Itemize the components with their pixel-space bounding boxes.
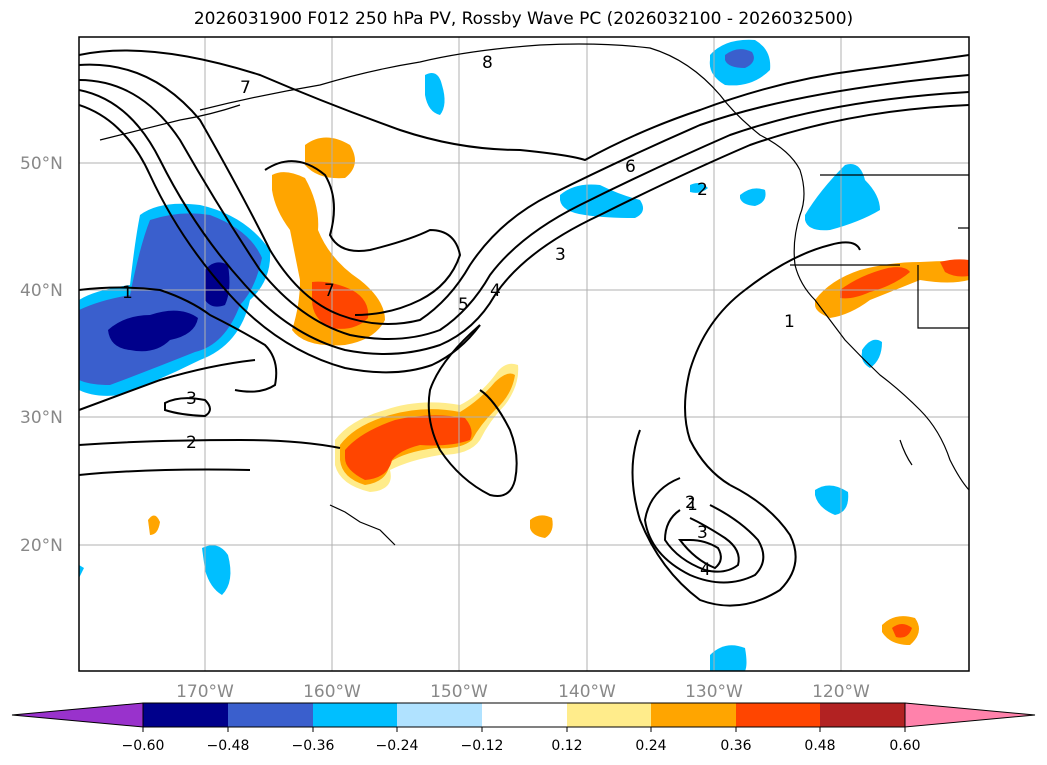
colorbar-bin xyxy=(143,703,228,727)
colorbar-max-extend xyxy=(905,703,1035,727)
contour-label: 7 xyxy=(240,78,251,98)
colorbar-tick: −0.60 xyxy=(122,738,165,754)
colorbar-tick: 0.12 xyxy=(551,738,582,754)
contour-label: 3 xyxy=(555,245,566,265)
colorbar: −0.60 −0.48 −0.36 −0.24 −0.12 0.12 0.24 … xyxy=(12,703,1035,754)
neg-anomaly-140w xyxy=(560,184,643,218)
lon-label: 130°W xyxy=(685,682,743,702)
contour-label: 5 xyxy=(458,295,469,315)
lat-label: 40°N xyxy=(20,281,63,301)
colorbar-tick: 0.24 xyxy=(635,738,666,754)
colorbar-bin xyxy=(482,703,567,727)
contour-label: 2 xyxy=(685,493,696,513)
colorbar-tick: −0.12 xyxy=(461,738,504,754)
colorbar-tick: −0.36 xyxy=(292,738,335,754)
colorbar-tick: −0.48 xyxy=(207,738,250,754)
colorbar-tick: −0.24 xyxy=(376,738,419,754)
contour-label: 2 xyxy=(186,433,197,453)
lon-label: 160°W xyxy=(303,682,361,702)
contour-label: 1 xyxy=(122,283,133,303)
colorbar-tick: 0.36 xyxy=(720,738,751,754)
lon-label: 120°W xyxy=(812,682,870,702)
contour-label: 6 xyxy=(625,157,636,177)
lat-label: 30°N xyxy=(20,408,63,428)
colorbar-min-extend xyxy=(12,703,143,727)
lon-label: 170°W xyxy=(176,682,234,702)
contour-label: 3 xyxy=(186,389,197,409)
contour-label: 1 xyxy=(784,312,795,332)
colorbar-bin xyxy=(820,703,905,727)
colorbar-bin xyxy=(736,703,820,727)
colorbar-tick: 0.60 xyxy=(889,738,920,754)
contour-label: 4 xyxy=(700,560,711,580)
contour-label: 7 xyxy=(324,281,335,301)
colorbar-bin xyxy=(651,703,736,727)
contour-label: 8 xyxy=(482,53,493,73)
colorbar-bin xyxy=(313,703,397,727)
lat-label: 20°N xyxy=(20,536,63,556)
lon-label: 140°W xyxy=(558,682,616,702)
colorbar-bin xyxy=(567,703,651,727)
colorbar-bin xyxy=(228,703,313,727)
colorbar-bin xyxy=(397,703,482,727)
pc-shading xyxy=(79,40,969,671)
contour-label: 4 xyxy=(490,281,501,301)
neg-anomaly-pnw xyxy=(805,164,880,230)
lon-label: 150°W xyxy=(430,682,488,702)
contour-label: 3 xyxy=(697,523,708,543)
colorbar-tick: 0.48 xyxy=(804,738,835,754)
lat-label: 50°N xyxy=(20,154,63,174)
contour-label: 2 xyxy=(697,180,708,200)
